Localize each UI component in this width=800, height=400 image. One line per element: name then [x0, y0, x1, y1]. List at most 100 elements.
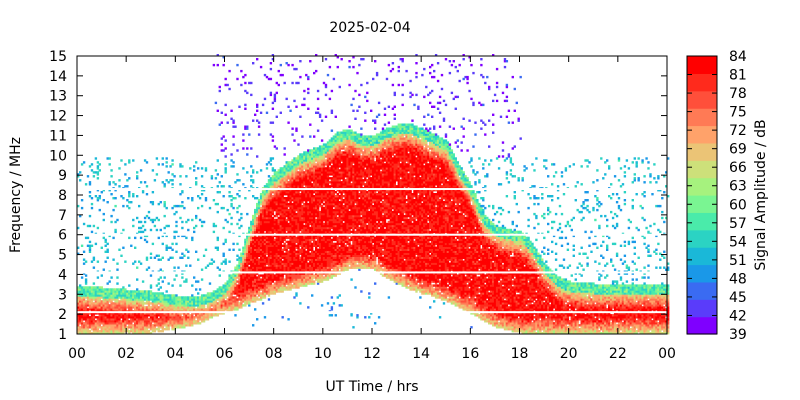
heatmap-cell	[90, 197, 94, 200]
heatmap-cell	[120, 300, 123, 303]
heatmap-cell	[88, 304, 92, 307]
heatmap-cell	[108, 304, 111, 307]
heatmap-cell	[271, 121, 275, 124]
heatmap-cell	[232, 143, 235, 146]
heatmap-cell	[82, 308, 86, 311]
heatmap-cell	[159, 314, 162, 317]
heatmap-cell	[183, 312, 186, 315]
heatmap-cell	[98, 294, 101, 297]
heatmap-cell	[102, 308, 105, 311]
heatmap-cell	[86, 318, 90, 321]
heatmap-cell	[185, 306, 188, 309]
heatmap-cell	[96, 324, 100, 327]
heatmap-cell	[171, 183, 174, 186]
heatmap-cell	[110, 302, 113, 305]
heatmap-cell	[157, 318, 160, 321]
heatmap-cell	[161, 306, 164, 309]
heatmap-cell	[102, 218, 105, 222]
heatmap-cell	[159, 268, 162, 271]
heatmap-cell	[169, 300, 172, 303]
heatmap-cell	[167, 258, 170, 261]
heatmap-cell	[134, 246, 137, 249]
heatmap-cell	[86, 328, 90, 331]
heatmap-cell	[222, 135, 225, 138]
heatmap-cell	[175, 298, 178, 301]
heatmap-cell	[191, 322, 194, 325]
heatmap-cell	[118, 306, 121, 309]
heatmap-cell	[104, 240, 107, 244]
heatmap-cell	[112, 302, 115, 305]
heatmap-cell	[98, 288, 101, 291]
heatmap-cell	[204, 312, 208, 315]
heatmap-cell	[191, 314, 194, 317]
heatmap-cell	[175, 306, 178, 309]
heatmap-cell	[183, 302, 186, 305]
heatmap-cell	[139, 169, 143, 172]
heatmap-cell	[204, 318, 208, 321]
heatmap-cell	[136, 171, 139, 174]
heatmap-cell	[110, 300, 113, 303]
heatmap-cell	[134, 314, 137, 317]
heatmap-cell	[118, 326, 121, 329]
heatmap-cell	[204, 199, 208, 202]
heatmap-cell	[163, 328, 166, 331]
heatmap-cell	[126, 294, 129, 297]
heatmap-cell	[92, 175, 96, 178]
heatmap-cell	[80, 324, 84, 327]
heatmap-cell	[193, 302, 196, 305]
heatmap-cell	[185, 298, 188, 301]
heatmap-cell	[226, 83, 229, 87]
heatmap-cell	[132, 195, 135, 198]
heatmap-cell	[254, 308, 257, 311]
heatmap-cell	[141, 230, 145, 234]
heatmap-cell	[102, 316, 105, 319]
heatmap-cell	[80, 304, 84, 307]
heatmap-cell	[130, 201, 133, 204]
heatmap-cell	[149, 316, 153, 319]
heatmap-cell	[191, 318, 194, 321]
heatmap-cell	[204, 308, 208, 311]
heatmap-cell	[187, 298, 190, 301]
heatmap-cell	[88, 298, 92, 301]
heatmap-cell	[118, 308, 121, 311]
heatmap-cell	[161, 304, 164, 307]
heatmap-cell	[324, 115, 328, 118]
heatmap-cell	[193, 165, 196, 168]
heatmap-cell	[106, 282, 109, 285]
heatmap-cell	[202, 298, 206, 301]
heatmap-cell	[132, 296, 135, 299]
heatmap-cell	[277, 83, 280, 87]
heatmap-cell	[77, 326, 80, 329]
heatmap-cell	[132, 318, 135, 321]
heatmap-cell	[263, 316, 267, 319]
heatmap-cell	[287, 105, 290, 108]
heatmap-cell	[206, 298, 210, 301]
heatmap-cell	[147, 326, 151, 329]
heatmap-cell	[175, 320, 178, 323]
heatmap-cell	[134, 324, 137, 327]
heatmap-cell	[195, 296, 198, 299]
heatmap-cell	[185, 304, 188, 307]
heatmap-cell	[77, 288, 80, 291]
heatmap-cell	[139, 181, 143, 184]
heatmap-cell	[114, 300, 117, 303]
heatmap-cell	[283, 81, 286, 85]
heatmap-cell	[181, 276, 184, 279]
heatmap-cell	[195, 300, 198, 303]
heatmap-cell	[147, 290, 151, 293]
heatmap-cell	[98, 286, 101, 289]
heatmap-cell	[181, 316, 184, 319]
heatmap-cell	[167, 318, 170, 321]
heatmap-cell	[116, 308, 119, 311]
heatmap-cell	[200, 320, 204, 323]
heatmap-cell	[90, 292, 94, 295]
heatmap-cell	[80, 328, 84, 331]
heatmap-cell	[108, 322, 111, 325]
heatmap-cell	[122, 318, 125, 321]
heatmap-cell	[80, 300, 84, 303]
heatmap-cell	[179, 312, 182, 315]
heatmap-cell	[82, 332, 86, 335]
heatmap-cell	[118, 288, 121, 291]
heatmap-cell	[181, 320, 184, 323]
heatmap-cell	[86, 314, 90, 317]
